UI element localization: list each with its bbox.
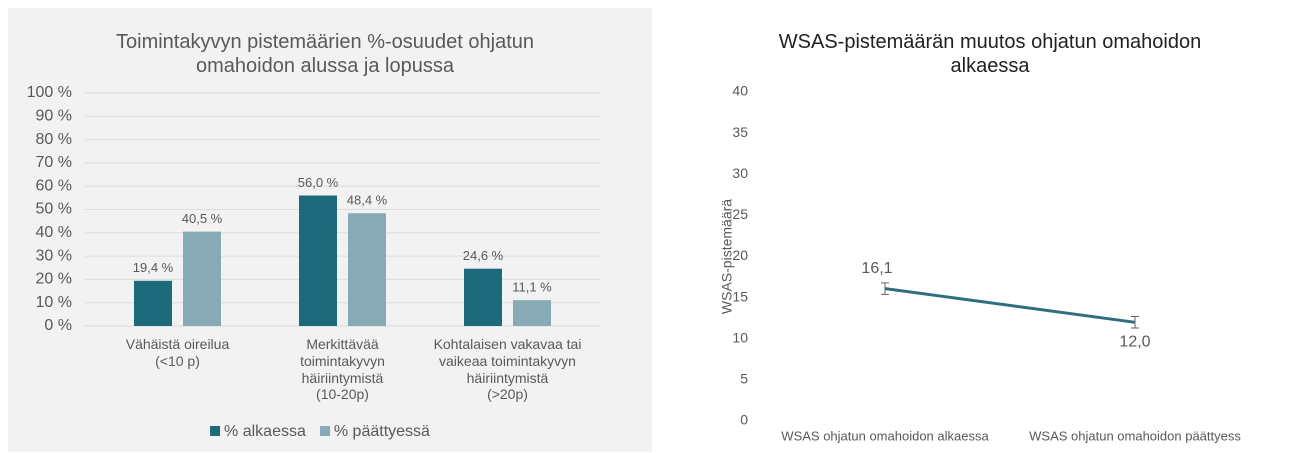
bar (299, 195, 337, 326)
y-tick-label: 90 % (36, 108, 72, 125)
value-label: 40,5 % (182, 211, 223, 226)
y-tick-label: 100 % (27, 84, 72, 101)
bar (134, 280, 172, 326)
y-tick-label: 25 (732, 206, 748, 222)
y-tick-label: 40 (732, 83, 748, 99)
x-tick-label: Merkittävää toimintakyvyn häiriintymistä… (300, 336, 385, 403)
y-tick-label: 20 (732, 247, 748, 263)
y-axis-title: WSAS-pistemäärä (719, 199, 735, 314)
bar (513, 300, 551, 326)
y-tick-label: 10 % (36, 294, 72, 311)
chart-title: WSAS-pistemäärän muutos ohjatun omahoido… (778, 31, 1202, 77)
y-tick-label: 60 % (36, 177, 72, 194)
y-tick-label: 0 (740, 412, 748, 428)
y-tick-label: 20 % (36, 271, 72, 288)
legend-swatch (210, 426, 221, 436)
y-tick-label: 50 % (36, 201, 72, 218)
y-tick-label: 70 % (36, 154, 72, 171)
legend-label: % alkaessa (224, 423, 306, 440)
value-label: 56,0 % (298, 175, 339, 190)
bar (464, 268, 502, 326)
y-tick-label: 5 (740, 371, 748, 387)
value-label: 16,1 (861, 260, 892, 277)
error-bar (1131, 316, 1139, 329)
legend-swatch (319, 426, 330, 436)
y-tick-label: 40 % (36, 224, 72, 241)
legend-item: % alkaessa (210, 423, 306, 441)
legend-label: % päättyessä (333, 423, 430, 440)
line (884, 287, 1136, 324)
bar (348, 213, 386, 326)
x-tick-label: Kohtalaisen vakavaa tai vaikeaa toiminta… (433, 336, 582, 403)
value-label: 48,4 % (347, 193, 388, 208)
y-tick-label: 15 (732, 288, 748, 304)
y-tick-label: 30 (732, 165, 748, 181)
value-label: 19,4 % (133, 260, 174, 275)
error-bar (881, 282, 889, 295)
y-tick-label: 30 % (36, 247, 72, 264)
value-label: 11,1 % (512, 280, 552, 295)
y-tick-label: 80 % (36, 131, 72, 148)
chart-title: Toimintakyvyn pistemäärien %-osuudet ohj… (116, 31, 534, 77)
legend-item: % päättyessä (319, 423, 430, 441)
y-tick-label: 35 (732, 124, 748, 140)
x-tick-label: WSAS ohjatun omahoidon päättyess (1029, 428, 1241, 443)
legend: % alkaessa % päättyessä (210, 423, 430, 441)
bar (183, 231, 221, 326)
y-tick-label: 10 (732, 329, 748, 345)
y-tick-label: 0 % (44, 317, 72, 334)
x-tick-label: WSAS ohjatun omahoidon alkaessa (781, 428, 989, 443)
value-label: 24,6 % (463, 248, 504, 263)
value-label: 12,0 (1119, 334, 1150, 351)
x-tick-label: Vähäistä oireilua (<10 p) (125, 336, 230, 369)
